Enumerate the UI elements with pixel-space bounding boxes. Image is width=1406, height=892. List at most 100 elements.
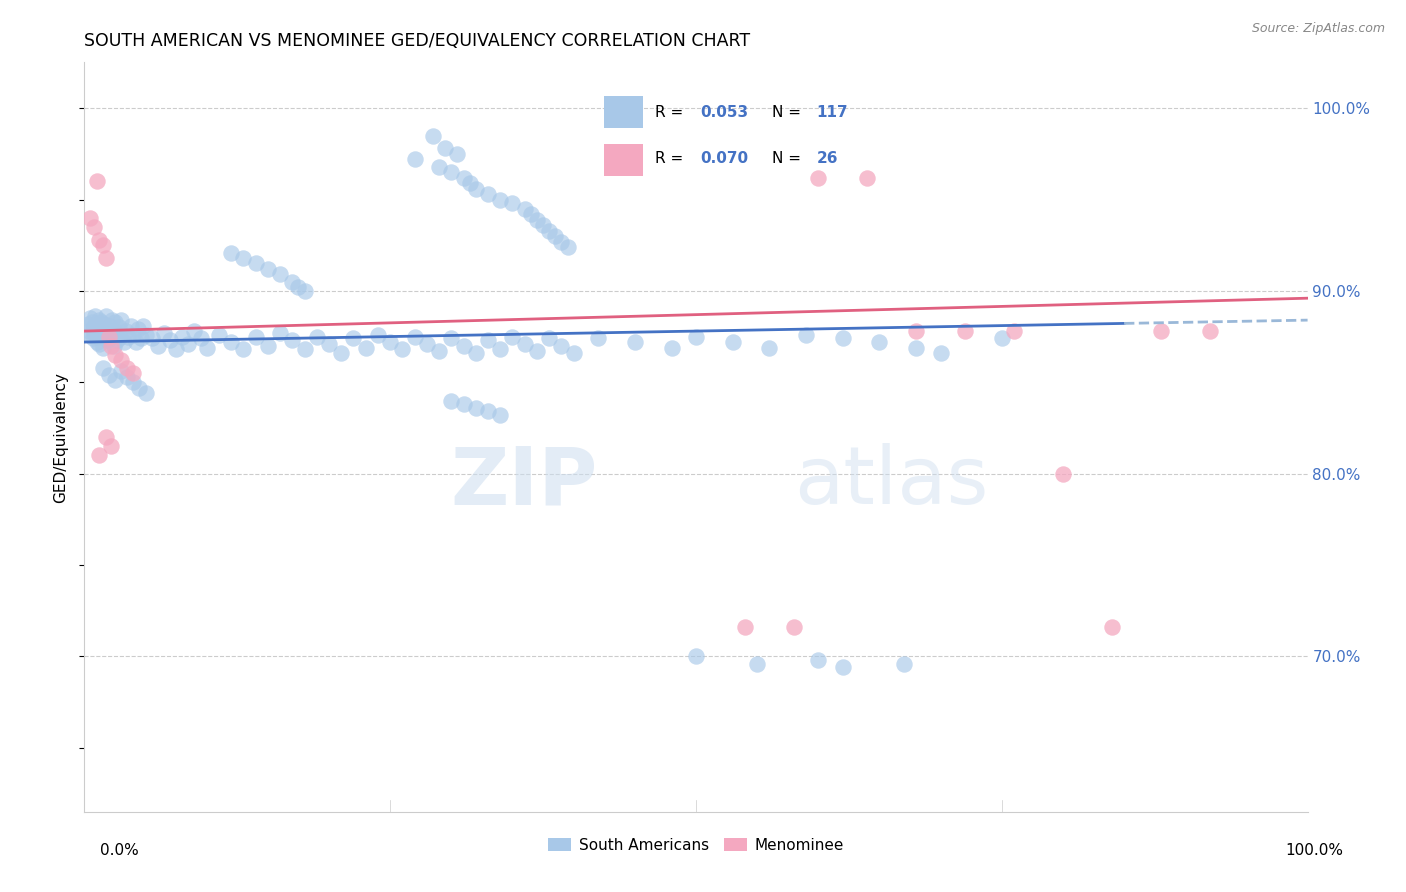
- Text: SOUTH AMERICAN VS MENOMINEE GED/EQUIVALENCY CORRELATION CHART: SOUTH AMERICAN VS MENOMINEE GED/EQUIVALE…: [84, 32, 751, 50]
- Point: [269, 326, 291, 340]
- Point: [856, 170, 879, 185]
- Point: [758, 341, 780, 355]
- Point: [342, 331, 364, 345]
- Point: [110, 313, 132, 327]
- Text: 0.0%: 0.0%: [100, 843, 139, 858]
- Text: atlas: atlas: [794, 443, 988, 521]
- Point: [172, 329, 194, 343]
- Point: [87, 329, 110, 343]
- Point: [1101, 620, 1123, 634]
- Point: [427, 160, 450, 174]
- Point: [1198, 324, 1220, 338]
- Point: [550, 235, 572, 249]
- Point: [135, 327, 157, 342]
- Point: [245, 256, 267, 270]
- Point: [294, 284, 316, 298]
- Point: [464, 346, 486, 360]
- Point: [91, 238, 114, 252]
- Point: [905, 324, 928, 338]
- Point: [557, 240, 579, 254]
- Point: [245, 329, 267, 343]
- Point: [281, 275, 304, 289]
- Point: [77, 317, 100, 331]
- Point: [219, 334, 242, 349]
- Point: [416, 337, 439, 351]
- Point: [77, 324, 100, 338]
- Point: [105, 333, 128, 347]
- Point: [208, 327, 231, 342]
- Point: [685, 329, 707, 343]
- Point: [122, 376, 145, 390]
- Point: [115, 369, 138, 384]
- Point: [427, 344, 450, 359]
- Point: [477, 333, 499, 347]
- Point: [453, 170, 475, 185]
- Point: [96, 310, 118, 324]
- Point: [117, 329, 139, 343]
- Point: [104, 373, 127, 387]
- Point: [489, 343, 512, 357]
- Point: [1002, 324, 1025, 338]
- Point: [1150, 324, 1173, 338]
- Point: [96, 322, 118, 336]
- Point: [404, 329, 426, 343]
- Point: [831, 331, 853, 345]
- Point: [257, 339, 280, 353]
- Point: [544, 229, 567, 244]
- Point: [380, 334, 402, 349]
- Point: [101, 313, 124, 327]
- Point: [526, 212, 548, 227]
- Point: [129, 331, 152, 345]
- Point: [107, 320, 129, 334]
- Point: [93, 317, 115, 331]
- Point: [538, 331, 561, 345]
- Point: [112, 334, 135, 349]
- Point: [97, 333, 120, 347]
- Point: [87, 313, 110, 327]
- Point: [747, 657, 769, 671]
- Point: [122, 366, 145, 380]
- Point: [453, 339, 475, 353]
- Point: [195, 341, 218, 355]
- Y-axis label: GED/Equivalency: GED/Equivalency: [53, 372, 69, 502]
- Point: [87, 337, 110, 351]
- Point: [531, 218, 554, 232]
- Point: [953, 324, 976, 338]
- Point: [464, 181, 486, 195]
- Point: [91, 360, 114, 375]
- Point: [100, 439, 122, 453]
- Point: [104, 324, 127, 338]
- Point: [87, 448, 110, 462]
- Point: [287, 280, 309, 294]
- Point: [177, 337, 200, 351]
- Point: [586, 331, 609, 345]
- Point: [153, 326, 176, 340]
- Point: [83, 326, 105, 340]
- Point: [513, 337, 536, 351]
- Point: [734, 620, 756, 634]
- Point: [422, 128, 444, 143]
- Point: [502, 329, 524, 343]
- Point: [128, 381, 150, 395]
- Point: [318, 337, 340, 351]
- Point: [489, 193, 512, 207]
- Point: [86, 174, 108, 188]
- Point: [183, 324, 205, 338]
- Point: [991, 331, 1014, 345]
- Point: [232, 343, 254, 357]
- Point: [404, 153, 426, 167]
- Point: [89, 324, 111, 338]
- Point: [86, 334, 108, 349]
- Point: [458, 176, 481, 190]
- Point: [122, 327, 145, 342]
- Point: [905, 341, 928, 355]
- Point: [79, 327, 101, 342]
- Point: [685, 649, 707, 664]
- Point: [115, 324, 138, 338]
- Point: [502, 196, 524, 211]
- Point: [219, 245, 242, 260]
- Point: [94, 331, 117, 345]
- Point: [624, 334, 647, 349]
- Point: [232, 251, 254, 265]
- Point: [104, 315, 127, 329]
